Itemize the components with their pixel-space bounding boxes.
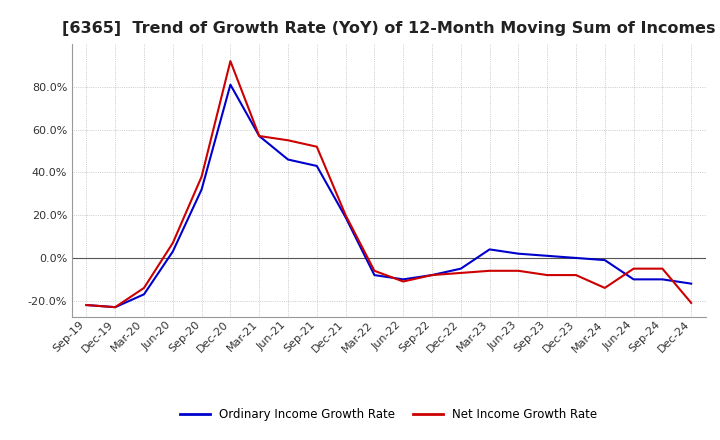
Net Income Growth Rate: [255, 133, 264, 139]
Ordinary Income Growth Rate: [255, 133, 264, 139]
Net Income Growth Rate: [140, 285, 148, 290]
Net Income Growth Rate: [629, 266, 638, 271]
Title: [6365]  Trend of Growth Rate (YoY) of 12-Month Moving Sum of Incomes: [6365] Trend of Growth Rate (YoY) of 12-…: [62, 21, 716, 36]
Ordinary Income Growth Rate: [111, 304, 120, 310]
Ordinary Income Growth Rate: [370, 272, 379, 278]
Net Income Growth Rate: [111, 304, 120, 310]
Line: Net Income Growth Rate: Net Income Growth Rate: [86, 61, 691, 307]
Ordinary Income Growth Rate: [456, 266, 465, 271]
Net Income Growth Rate: [572, 272, 580, 278]
Ordinary Income Growth Rate: [687, 281, 696, 286]
Net Income Growth Rate: [600, 285, 609, 290]
Ordinary Income Growth Rate: [82, 302, 91, 308]
Ordinary Income Growth Rate: [543, 253, 552, 258]
Net Income Growth Rate: [485, 268, 494, 273]
Ordinary Income Growth Rate: [312, 163, 321, 169]
Net Income Growth Rate: [370, 268, 379, 273]
Net Income Growth Rate: [687, 300, 696, 305]
Ordinary Income Growth Rate: [341, 215, 350, 220]
Ordinary Income Growth Rate: [428, 272, 436, 278]
Ordinary Income Growth Rate: [629, 277, 638, 282]
Net Income Growth Rate: [197, 174, 206, 179]
Net Income Growth Rate: [399, 279, 408, 284]
Net Income Growth Rate: [428, 272, 436, 278]
Net Income Growth Rate: [658, 266, 667, 271]
Ordinary Income Growth Rate: [600, 257, 609, 263]
Net Income Growth Rate: [312, 144, 321, 149]
Net Income Growth Rate: [226, 59, 235, 64]
Net Income Growth Rate: [456, 270, 465, 275]
Legend: Ordinary Income Growth Rate, Net Income Growth Rate: Ordinary Income Growth Rate, Net Income …: [176, 403, 602, 425]
Ordinary Income Growth Rate: [168, 249, 177, 254]
Ordinary Income Growth Rate: [226, 82, 235, 87]
Ordinary Income Growth Rate: [658, 277, 667, 282]
Net Income Growth Rate: [543, 272, 552, 278]
Ordinary Income Growth Rate: [485, 247, 494, 252]
Net Income Growth Rate: [341, 213, 350, 218]
Line: Ordinary Income Growth Rate: Ordinary Income Growth Rate: [86, 84, 691, 307]
Net Income Growth Rate: [82, 302, 91, 308]
Ordinary Income Growth Rate: [140, 292, 148, 297]
Ordinary Income Growth Rate: [399, 277, 408, 282]
Net Income Growth Rate: [284, 138, 292, 143]
Ordinary Income Growth Rate: [284, 157, 292, 162]
Net Income Growth Rate: [168, 240, 177, 246]
Ordinary Income Growth Rate: [572, 255, 580, 260]
Ordinary Income Growth Rate: [514, 251, 523, 257]
Net Income Growth Rate: [514, 268, 523, 273]
Ordinary Income Growth Rate: [197, 187, 206, 192]
